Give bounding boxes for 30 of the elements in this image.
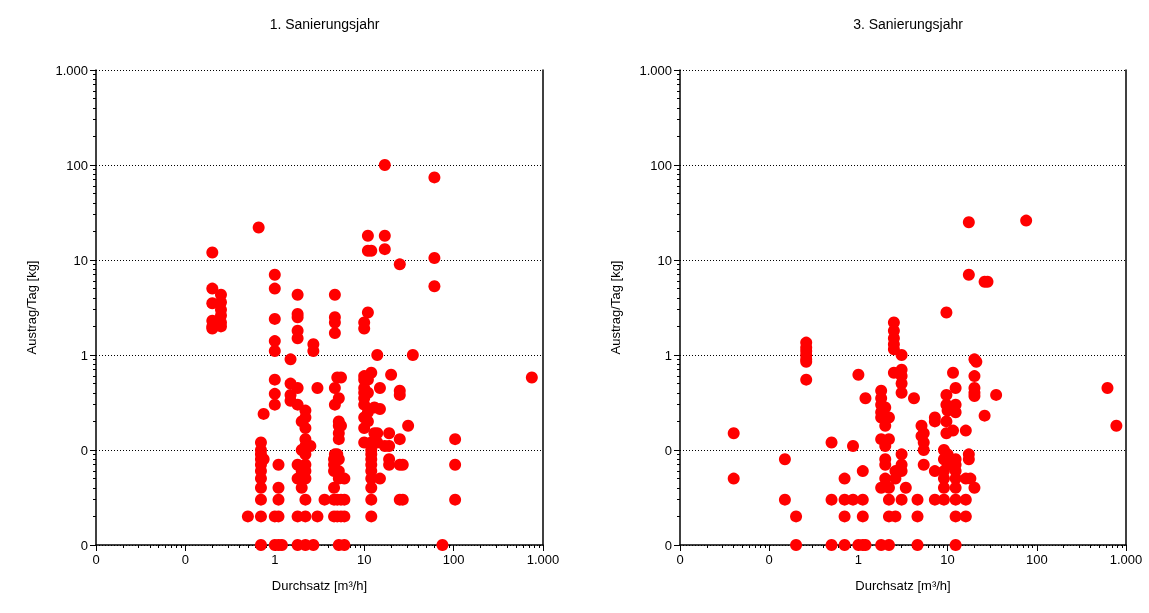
x-tick-label: 10 — [940, 552, 955, 567]
y-tick-label: 100 — [650, 157, 672, 173]
x-tick-label: 100 — [442, 552, 465, 567]
y-tick-label: 1.000 — [55, 62, 88, 78]
y-tick-label: 0 — [80, 442, 88, 458]
x-tick-label: 1 — [271, 552, 279, 567]
y-tick-label: 10 — [657, 252, 672, 268]
x-axis-title: Durchsatz [m³/h] — [271, 578, 368, 593]
x-tick-label: 1.000 — [526, 552, 560, 567]
y-axis-title: Austrag/Tag [kg] — [24, 260, 39, 355]
y-tick-label: 1.000 — [639, 62, 672, 78]
y-tick-label: 10 — [73, 252, 88, 268]
chart-title: 3. Sanierungsjahr — [853, 16, 964, 32]
x-tick-label: 100 — [1025, 552, 1048, 567]
x-tick-label: 0 — [765, 552, 773, 567]
y-axis-title: Austrag/Tag [kg] — [608, 260, 623, 355]
x-tick-label: 0 — [181, 552, 190, 567]
y-tick-label: 0 — [80, 537, 88, 553]
y-tick-label: 0 — [664, 537, 672, 553]
x-tick-label: 1.000 — [1109, 552, 1143, 567]
x-tick-label: 1 — [854, 552, 863, 567]
x-tick-label: 10 — [356, 552, 372, 567]
y-tick-label: 1 — [664, 347, 672, 363]
x-tick-label: 0 — [92, 552, 100, 567]
y-tick-label: 1 — [80, 347, 88, 363]
y-tick-label: 100 — [66, 157, 88, 173]
y-tick-label: 0 — [664, 442, 672, 458]
x-axis-title: Durchsatz [m³/h] — [855, 578, 951, 593]
chart-title: 1. Sanierungsjahr — [269, 16, 380, 32]
x-tick-label: 0 — [676, 552, 684, 567]
